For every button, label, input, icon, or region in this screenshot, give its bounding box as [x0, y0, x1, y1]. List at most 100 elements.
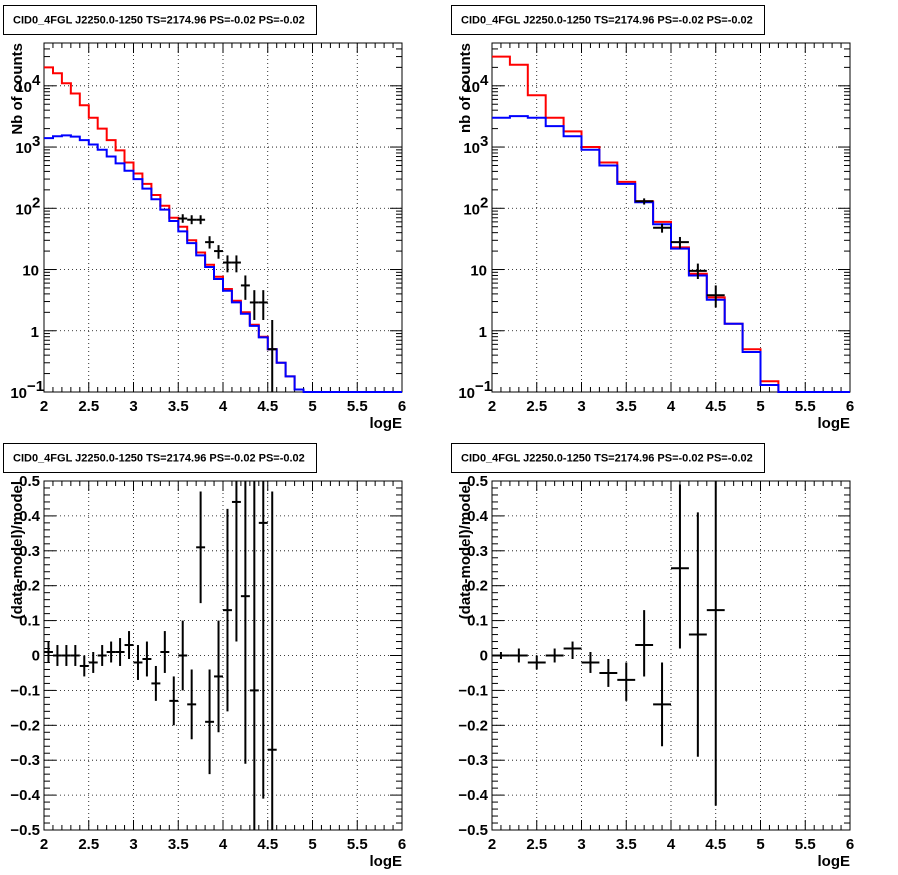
- data-point: [88, 652, 98, 673]
- data-point: [124, 631, 134, 659]
- data-point: [205, 669, 215, 775]
- data-point: [70, 645, 80, 666]
- x-tick-label: 5: [756, 836, 764, 853]
- y-tick-label: 0: [32, 648, 40, 665]
- y-tick-label: −0.2: [10, 717, 40, 734]
- chart-panel-4: CID0_4FGL J2250.0-1250 TS=2174.96 PS=-0.…: [451, 443, 854, 870]
- x-tick-label: 2: [488, 836, 496, 853]
- y-tick-label: 0.3: [467, 543, 488, 560]
- data-point: [635, 610, 654, 677]
- title-box: [3, 5, 317, 35]
- x-tick-label: 2: [40, 836, 48, 853]
- x-tick-label: 6: [846, 398, 854, 415]
- chart-title: CID0_4FGL J2250.0-1250 TS=2174.96 PS=-0.…: [13, 453, 305, 465]
- data-point: [563, 641, 582, 659]
- data-point: [527, 655, 546, 670]
- y-tick-exponent: −1: [475, 378, 492, 395]
- data-point: [223, 508, 232, 712]
- data-point: [492, 652, 510, 659]
- data-point: [151, 665, 161, 701]
- chart-title: CID0_4FGL J2250.0-1250 TS=2174.96 PS=-0.…: [13, 15, 305, 27]
- x-tick-label: 2: [40, 398, 48, 415]
- data-point: [581, 652, 600, 673]
- data-point: [267, 491, 277, 830]
- x-tick-label: 5.5: [347, 836, 368, 853]
- y-tick-label: 0.3: [19, 543, 40, 560]
- y-tick-label: 1: [31, 324, 39, 341]
- x-axis-label: logE: [818, 853, 851, 870]
- y-tick-label: 10: [22, 263, 39, 280]
- data-point: [178, 620, 188, 691]
- data-point: [196, 491, 206, 604]
- series-2: [492, 115, 850, 393]
- y-tick-exponent: 4: [480, 72, 489, 89]
- data-point: [545, 648, 564, 663]
- data-point: [231, 481, 241, 642]
- data-point: [214, 245, 223, 259]
- y-tick-label: −0.3: [10, 752, 40, 769]
- data-point: [240, 481, 250, 764]
- data-point: [133, 645, 143, 680]
- y-tick-label: 0.4: [467, 508, 489, 525]
- y-tick-label: 10: [15, 140, 32, 157]
- y-axis-label: (data-model)/model: [457, 481, 474, 619]
- x-tick-label: 5.5: [795, 398, 816, 415]
- x-axis-label: logE: [818, 415, 851, 432]
- y-axis-label: nb of counts: [457, 43, 474, 133]
- y-tick-label: −0.5: [458, 822, 488, 839]
- y-tick-label: −0.3: [458, 752, 488, 769]
- data-point: [97, 645, 107, 666]
- x-tick-label: 2.5: [526, 836, 547, 853]
- x-tick-label: 6: [398, 398, 406, 415]
- x-tick-label: 5.5: [347, 398, 368, 415]
- y-tick-exponent: 3: [32, 133, 40, 150]
- data-point: [61, 645, 71, 666]
- chart-panel-3: CID0_4FGL J2250.0-1250 TS=2174.96 PS=-0.…: [3, 443, 406, 870]
- x-tick-label: 4: [219, 836, 228, 853]
- x-axis-label: logE: [370, 853, 403, 870]
- x-tick-label: 3: [577, 836, 585, 853]
- y-tick-exponent: 2: [32, 194, 40, 211]
- y-tick-label: 10: [463, 79, 480, 96]
- y-tick-label: 10: [463, 201, 480, 218]
- x-tick-label: 6: [398, 836, 406, 853]
- histogram-line: [492, 115, 850, 393]
- x-tick-label: 3.5: [168, 398, 189, 415]
- x-tick-label: 3.5: [616, 836, 637, 853]
- data-point: [196, 215, 206, 225]
- data-point: [79, 655, 89, 677]
- grid: [43, 43, 403, 393]
- data-point: [106, 641, 116, 663]
- data-point: [187, 215, 197, 225]
- y-tick-label: −0.4: [458, 787, 488, 804]
- data-point: [653, 662, 671, 747]
- x-tick-label: 6: [846, 836, 854, 853]
- data-point: [599, 658, 618, 687]
- data-point: [258, 481, 268, 799]
- chart-title: CID0_4FGL J2250.0-1250 TS=2174.96 PS=-0.…: [461, 453, 753, 465]
- y-tick-label: 0.2: [19, 578, 40, 595]
- y-tick-label: −0.1: [10, 682, 40, 699]
- title-box: [451, 5, 765, 35]
- data-point: [249, 481, 259, 830]
- y-axis-label: (data-model)/model: [9, 481, 26, 619]
- x-tick-label: 3.5: [168, 836, 189, 853]
- x-tick-label: 2.5: [78, 836, 99, 853]
- y-tick-label: −0.1: [458, 682, 488, 699]
- chart-panel-1: CID0_4FGL J2250.0-1250 TS=2174.96 PS=-0.…: [3, 5, 406, 432]
- series-1: [44, 481, 277, 830]
- y-tick-label: 0.5: [467, 473, 488, 490]
- data-point: [160, 631, 170, 673]
- data-point: [249, 290, 259, 320]
- data-point: [258, 290, 268, 320]
- data-point: [223, 255, 232, 273]
- x-tick-label: 5.5: [795, 836, 816, 853]
- chart-panel-2: CID0_4FGL J2250.0-1250 TS=2174.96 PS=-0.…: [451, 5, 854, 432]
- data-point: [52, 645, 62, 666]
- series-3: [178, 214, 277, 392]
- x-tick-label: 4.5: [705, 398, 726, 415]
- y-tick-label: 0.2: [467, 578, 488, 595]
- x-tick-label: 3.5: [616, 398, 637, 415]
- y-tick-label: −0.2: [458, 717, 488, 734]
- data-point: [169, 676, 179, 726]
